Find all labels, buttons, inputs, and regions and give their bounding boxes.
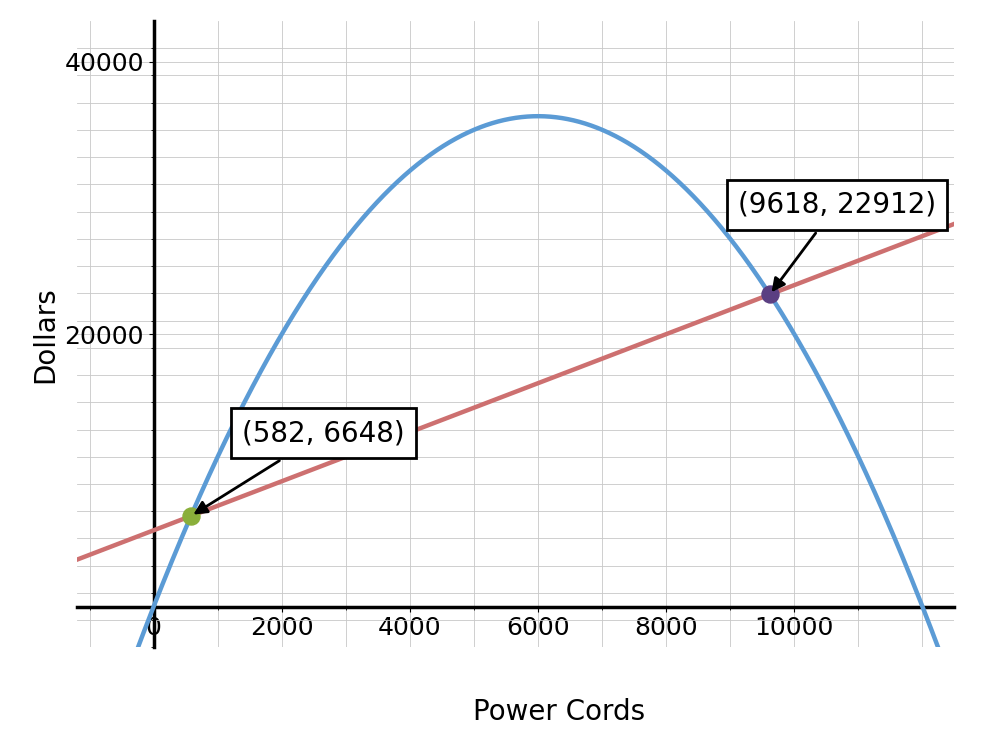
X-axis label: Power Cords: Power Cords bbox=[474, 697, 645, 726]
Point bbox=[762, 289, 778, 301]
Point bbox=[183, 510, 199, 522]
Text: (9618, 22912): (9618, 22912) bbox=[738, 191, 936, 290]
Y-axis label: Dollars: Dollars bbox=[31, 286, 59, 383]
Text: (582, 6648): (582, 6648) bbox=[196, 419, 405, 513]
